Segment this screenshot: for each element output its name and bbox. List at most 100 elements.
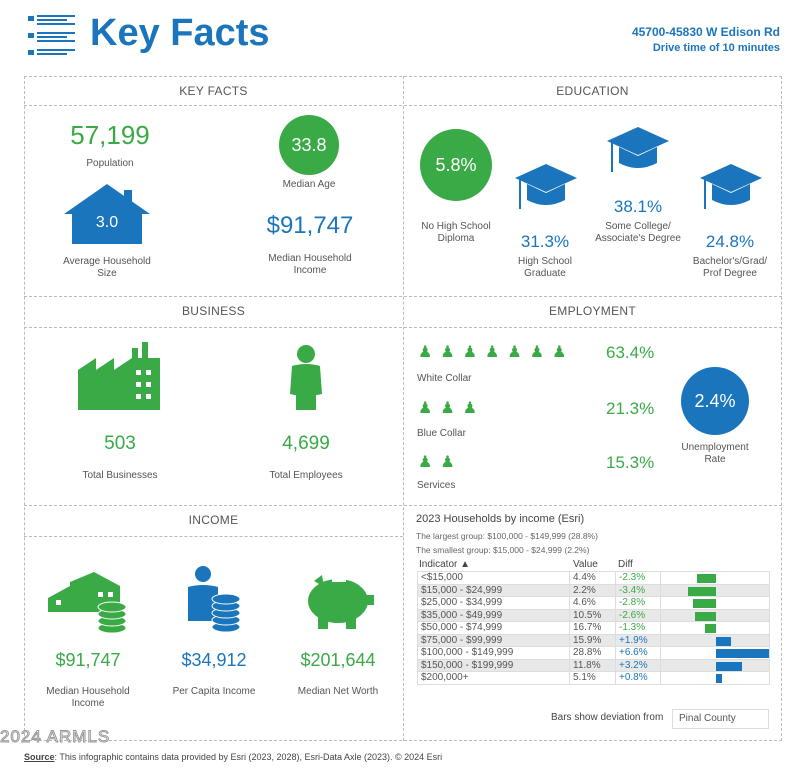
diff-cell: +3.2% [615, 658, 661, 672]
median-age-label: Median Age [282, 179, 336, 190]
median-age-value: 33.8 [291, 134, 327, 155]
value-cell: 5.1% [569, 671, 616, 685]
population-value: 57,199 [70, 120, 150, 150]
indicator-cell: $35,000 - $49,999 [417, 608, 570, 622]
hs-graduate-label: High School Graduate [518, 256, 572, 279]
indicator-cell: $150,000 - $199,999 [417, 658, 570, 672]
services-value: 15.3% [606, 453, 655, 472]
deviation-bar [716, 674, 723, 683]
value-cell: 2.2% [569, 583, 616, 597]
list-icon [28, 15, 75, 55]
diff-cell: +6.6% [615, 646, 661, 660]
some-college-label: Some College/ Associate's Degree [595, 221, 681, 244]
median-household-income-label: Median Household Income [46, 686, 130, 709]
deviation-bar [688, 586, 716, 596]
blue-collar-label: Blue Collar [417, 428, 466, 439]
bar-cell [660, 571, 770, 585]
indicator-cell: $50,000 - $74,999 [417, 621, 570, 635]
house-money-icon [48, 572, 127, 634]
employees-label: Total Employees [269, 470, 343, 481]
watermark: 2024 ARMLS [0, 727, 111, 747]
value-cell: 15.9% [569, 633, 616, 647]
bar-cell [660, 646, 770, 660]
unemployment-value: 2.4% [694, 390, 736, 411]
unemployment-label: Unemployment Rate [681, 442, 749, 465]
diff-cell: +1.9% [615, 633, 661, 647]
location: 45700-45830 W Edison Rd Drive time of 10… [632, 24, 780, 56]
table-row: $75,000 - $99,999 15.9% +1.9% [417, 633, 770, 647]
table-row: $150,000 - $199,999 11.8% +3.2% [417, 658, 770, 672]
net-worth-value: $201,644 [300, 650, 376, 670]
table-row: $15,000 - $24,999 2.2% -3.4% [417, 583, 770, 597]
table-row: $35,000 - $49,999 10.5% -2.6% [417, 608, 770, 622]
table-row: <$15,000 4.4% -2.3% [417, 571, 770, 585]
bar-cell [660, 671, 770, 685]
divider [403, 76, 404, 741]
diff-cell: -3.4% [615, 583, 661, 597]
source-note: Source: This infographic contains data p… [24, 752, 442, 762]
blue-collar-icons: ♟♟♟ [418, 400, 486, 417]
page-title: Key Facts [90, 12, 270, 54]
services-icons: ♟♟ [418, 454, 463, 471]
unemployment-circle: 2.4% [681, 367, 749, 435]
source-text: : This infographic contains data provide… [54, 752, 443, 762]
value-cell: 4.6% [569, 596, 616, 610]
bachelors-value: 24.8% [705, 232, 755, 251]
graduation-cap-icon [607, 127, 669, 172]
white-collar-label: White Collar [417, 373, 472, 384]
bar-cell [660, 633, 770, 647]
white-collar-value: 63.4% [606, 343, 655, 362]
value-cell: 10.5% [569, 608, 616, 622]
section-heading: EDUCATION [556, 84, 629, 98]
factory-icon [78, 342, 160, 410]
graduation-cap-icon [515, 164, 577, 209]
graduation-cap-icon [700, 164, 762, 209]
diff-cell: +0.8% [615, 671, 661, 685]
piggy-bank-icon [308, 575, 374, 629]
column-value[interactable]: Value [573, 559, 598, 570]
diff-cell: -2.8% [615, 596, 661, 610]
table-row: $50,000 - $74,999 16.7% -1.3% [417, 621, 770, 635]
deviation-bar [694, 611, 716, 621]
per-capita-income-value: $34,912 [181, 650, 247, 670]
employees-value: 4,699 [282, 433, 330, 454]
median-income-value: $91,747 [266, 212, 354, 239]
drive-time: Drive time of 10 minutes [652, 42, 780, 54]
value-cell: 16.7% [569, 621, 616, 635]
bar-cell [660, 621, 770, 635]
deviation-bar [716, 636, 732, 646]
person-icon [290, 345, 322, 410]
no-diploma-circle: 5.8% [420, 129, 492, 201]
blue-collar-value: 21.3% [606, 399, 655, 418]
divider [24, 327, 782, 328]
deviation-select[interactable]: Pinal County [672, 709, 769, 729]
value-cell: 28.8% [569, 646, 616, 660]
section-heading: EMPLOYMENT [548, 304, 636, 318]
bar-cell [660, 596, 770, 610]
deviation-bar [693, 599, 716, 608]
column-indicator[interactable]: Indicator ▲ [419, 559, 471, 570]
net-worth-label: Median Net Worth [297, 686, 379, 697]
bar-cell [660, 658, 770, 672]
indicator-cell: $15,000 - $24,999 [417, 583, 570, 597]
column-diff[interactable]: Diff [618, 559, 633, 570]
indicator-cell: $200,000+ [417, 671, 570, 685]
divider [24, 105, 782, 106]
address: 45700-45830 W Edison Rd [631, 25, 780, 39]
largest-group: The largest group: $100,000 - $149,999 (… [416, 531, 598, 541]
value-cell: 11.8% [569, 658, 616, 672]
value-cell: 4.4% [569, 571, 616, 585]
indicator-cell: $100,000 - $149,999 [417, 646, 570, 660]
household-size-value: 3.0 [95, 214, 119, 231]
median-income-label: Median Household Income [268, 253, 352, 276]
deviation-bar [705, 624, 716, 633]
indicator-cell: $75,000 - $99,999 [417, 633, 570, 647]
no-diploma-value: 5.8% [435, 154, 477, 175]
source-label: Source [24, 752, 55, 762]
bar-cell [660, 608, 770, 622]
table-row: $100,000 - $149,999 28.8% +6.6% [417, 646, 770, 660]
deviation-bar [716, 649, 770, 658]
deviation-bar [697, 574, 716, 583]
divider [24, 296, 782, 297]
indicator-cell: $25,000 - $34,999 [417, 596, 570, 610]
